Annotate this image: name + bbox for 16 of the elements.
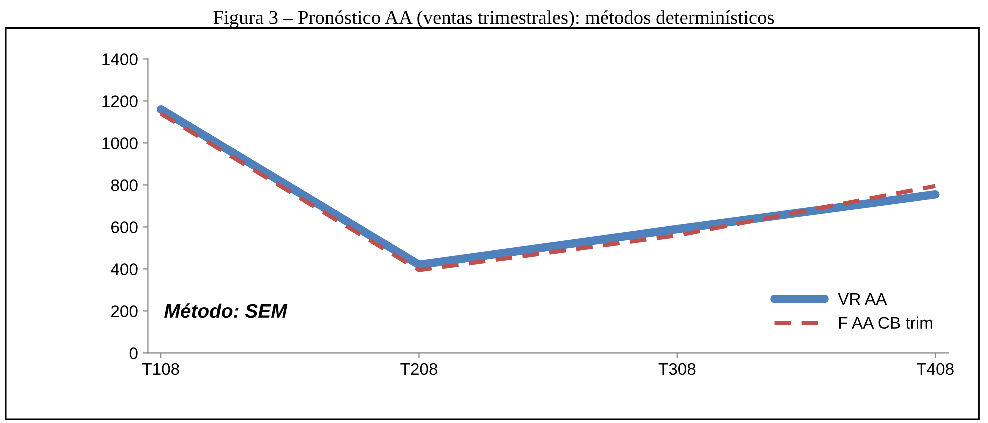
y-tick-label: 1400 [102,54,138,66]
y-tick-label: 800 [111,180,138,192]
x-tick-label: T208 [400,363,438,376]
y-tick-label: 600 [112,222,138,234]
chart-title: Figura 3 – Pronóstico AA (ventas trimestrales): métodos determinísticos [214,10,774,28]
x-tick-label: T408 [916,363,954,376]
annotation: Método: SEM [164,304,288,318]
y-tick-label: 1200 [102,96,138,108]
x-tick-label: T308 [658,363,696,376]
y-tick-label: 1000 [102,138,138,150]
legend-label: F AA CB trim [839,316,932,330]
y-tick-label: 200 [112,306,138,318]
x-tick-label: T108 [142,363,180,376]
y-tick-label: 400 [111,264,138,276]
y-tick-label: 0 [130,348,138,360]
legend-label: VR AA [838,294,888,305]
